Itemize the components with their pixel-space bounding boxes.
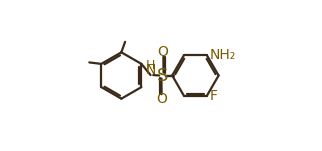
Text: NH₂: NH₂	[209, 48, 235, 62]
Text: O: O	[156, 92, 167, 106]
Text: O: O	[157, 45, 168, 59]
Text: N: N	[146, 63, 156, 77]
Text: S: S	[157, 66, 168, 85]
Text: F: F	[209, 89, 217, 103]
Text: H: H	[146, 59, 156, 72]
